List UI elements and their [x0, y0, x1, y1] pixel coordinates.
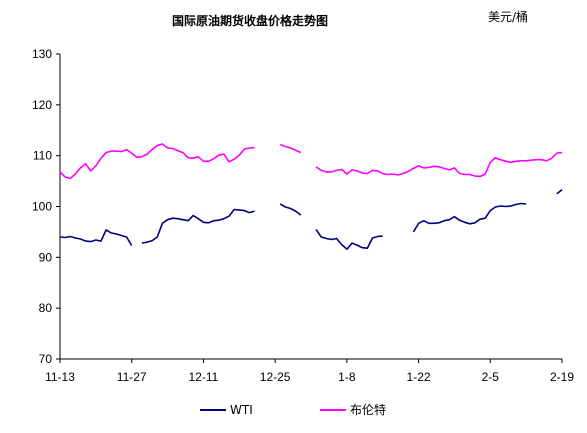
y-tick-label: 80 [39, 301, 53, 315]
y-tick-label: 130 [32, 47, 52, 61]
x-tick-label: 12-11 [189, 370, 219, 384]
y-tick-label: 70 [39, 352, 53, 366]
x-tick-label: 2-19 [550, 370, 574, 384]
series-line-wti [556, 189, 563, 195]
legend-label-wti: WTI [230, 403, 253, 417]
series-line-wti [59, 229, 133, 247]
x-tick-label: 1-22 [407, 370, 431, 384]
series-line-wti [412, 202, 527, 233]
x-tick-label: 1-8 [338, 370, 356, 384]
series-line-brent [280, 143, 302, 154]
series-line-wti [141, 208, 255, 244]
legend-label-brent: 布伦特 [350, 402, 386, 417]
plot-area [59, 143, 563, 250]
series-line-brent [315, 151, 563, 178]
legend: WTI 布伦特 [200, 402, 386, 417]
x-tick-label: 2-5 [482, 370, 500, 384]
series-line-wti [279, 203, 302, 216]
y-tick-label: 100 [32, 200, 52, 214]
y-tick-label: 120 [32, 98, 52, 112]
axes: 70 80 90 100 110 120 130 11-13 11-27 12-11 12-25 1-… [32, 47, 574, 384]
series-line-brent [59, 143, 255, 180]
series-line-wti [315, 228, 383, 250]
x-tick-label: 11-27 [117, 370, 147, 384]
chart-title: 国际原油期货收盘价格走势图 [171, 14, 328, 28]
x-tick-label: 11-13 [45, 370, 75, 384]
unit-label: 美元/桶 [488, 10, 529, 24]
x-tick-label: 12-25 [260, 370, 291, 384]
y-tick-label: 90 [39, 250, 53, 264]
y-tick-label: 110 [33, 149, 52, 163]
